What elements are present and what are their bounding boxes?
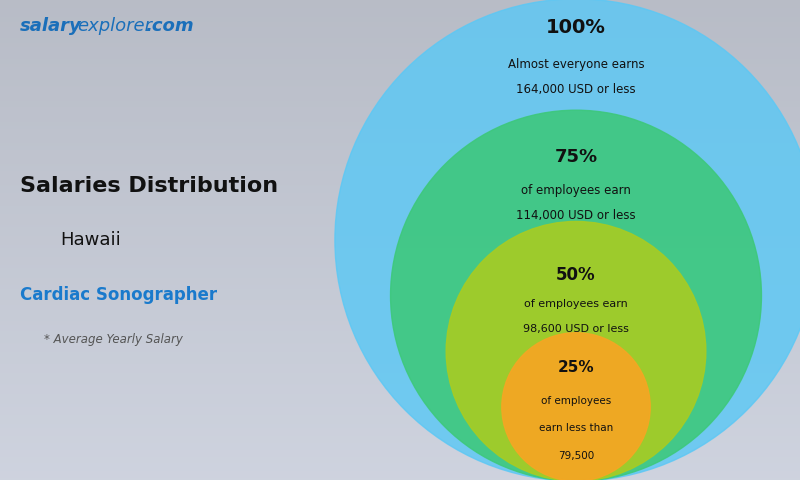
Text: Salaries Distribution: Salaries Distribution bbox=[20, 176, 278, 196]
Text: Almost everyone earns: Almost everyone earns bbox=[508, 58, 644, 71]
Text: * Average Yearly Salary: * Average Yearly Salary bbox=[44, 333, 183, 346]
Text: 50%: 50% bbox=[556, 265, 596, 284]
Text: earn less than: earn less than bbox=[539, 423, 613, 433]
Text: explorer: explorer bbox=[78, 17, 153, 35]
Text: 164,000 USD or less: 164,000 USD or less bbox=[516, 83, 636, 96]
Circle shape bbox=[335, 0, 800, 480]
Text: of employees earn: of employees earn bbox=[524, 300, 628, 309]
Text: salary: salary bbox=[20, 17, 82, 35]
Text: of employees earn: of employees earn bbox=[521, 184, 631, 197]
Text: 100%: 100% bbox=[546, 18, 606, 37]
Text: .com: .com bbox=[146, 17, 194, 35]
Text: Cardiac Sonographer: Cardiac Sonographer bbox=[20, 286, 217, 304]
Circle shape bbox=[446, 221, 706, 480]
Text: 75%: 75% bbox=[554, 148, 598, 166]
Text: Hawaii: Hawaii bbox=[60, 231, 121, 249]
Circle shape bbox=[390, 110, 762, 480]
Text: of employees: of employees bbox=[541, 396, 611, 406]
Text: 98,600 USD or less: 98,600 USD or less bbox=[523, 324, 629, 334]
Circle shape bbox=[502, 333, 650, 480]
Text: 79,500: 79,500 bbox=[558, 451, 594, 461]
Text: 25%: 25% bbox=[558, 360, 594, 375]
Text: 114,000 USD or less: 114,000 USD or less bbox=[516, 209, 636, 222]
